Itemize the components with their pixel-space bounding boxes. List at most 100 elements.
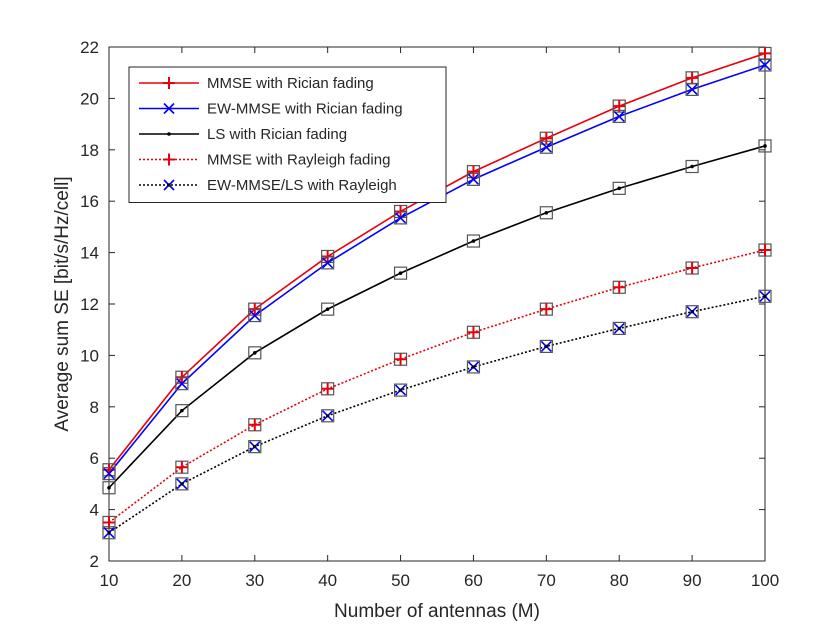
x-tick-label: 70 xyxy=(537,571,556,590)
square-marker xyxy=(539,339,553,354)
legend-marker xyxy=(163,102,175,115)
data-point xyxy=(180,408,184,413)
data-point xyxy=(394,353,407,366)
data-point xyxy=(763,144,767,148)
data-point-dot xyxy=(398,388,403,392)
legend-label: EW-MMSE with Rician fading xyxy=(207,101,403,118)
legend-marker-dot xyxy=(167,183,171,187)
data-point xyxy=(471,239,476,243)
data-point xyxy=(103,468,115,480)
data-point-dot xyxy=(107,531,111,535)
square-marker xyxy=(612,321,626,336)
data-point-dot xyxy=(690,310,694,314)
data-point xyxy=(690,164,694,169)
data-point xyxy=(467,326,480,339)
x-axis-label: Number of antennas (M) xyxy=(334,601,540,622)
data-point xyxy=(252,351,257,355)
legend-label: EW-MMSE/LS with Rayleigh xyxy=(207,177,397,194)
series-markers xyxy=(102,46,772,540)
data-point-dot xyxy=(544,344,548,349)
data-point xyxy=(321,382,334,395)
data-point-dot xyxy=(471,365,476,369)
data-point xyxy=(467,173,480,185)
y-tick-label: 22 xyxy=(80,38,99,57)
axis-ticks: 10 20 30 40 50 60 70 80 90 100 2 4 6 8 10 12 14 16 18 20 22 xyxy=(80,38,779,590)
x-tick-label: 80 xyxy=(610,571,629,590)
square-marker xyxy=(321,302,335,316)
square-marker xyxy=(393,266,408,280)
data-point xyxy=(759,244,771,257)
data-point-dot xyxy=(326,414,330,418)
square-marker xyxy=(758,58,772,72)
data-point xyxy=(617,186,622,191)
legend-label: MMSE with Rayleigh fading xyxy=(207,152,390,169)
y-tick-label: 14 xyxy=(80,244,99,263)
y-tick-label: 10 xyxy=(80,346,99,365)
data-point-dot xyxy=(763,294,767,298)
data-point xyxy=(759,59,771,71)
data-point xyxy=(686,83,698,95)
data-point xyxy=(613,110,625,122)
square-marker xyxy=(466,234,481,248)
square-marker xyxy=(175,404,189,418)
y-tick-label: 18 xyxy=(80,141,99,160)
square-marker xyxy=(102,467,116,481)
legend-label: MMSE with Rician fading xyxy=(207,75,374,92)
y-tick-label: 4 xyxy=(90,501,99,520)
x-tick-label: 100 xyxy=(751,571,779,590)
data-point xyxy=(175,461,188,474)
square-marker xyxy=(758,289,772,303)
square-marker xyxy=(248,440,262,454)
data-point xyxy=(249,309,261,322)
data-point xyxy=(686,71,699,84)
square-marker xyxy=(175,377,189,391)
x-tick-label: 60 xyxy=(464,571,483,590)
x-tick-label: 20 xyxy=(172,571,191,590)
data-point-dot xyxy=(253,445,257,449)
y-axis-label: Average sum SE [bit/s/Hz/cell] xyxy=(52,176,73,431)
square-marker xyxy=(102,481,116,495)
legend-marker xyxy=(163,153,175,166)
legend-marker xyxy=(167,132,171,136)
square-marker xyxy=(321,409,335,423)
x-tick-label: 90 xyxy=(683,571,702,590)
y-tick-label: 6 xyxy=(90,449,99,468)
data-point-dot xyxy=(180,482,184,486)
square-marker xyxy=(685,82,699,97)
square-marker xyxy=(321,256,335,270)
square-marker xyxy=(612,181,626,195)
square-marker xyxy=(248,346,262,360)
square-marker xyxy=(685,305,699,319)
y-tick-label: 12 xyxy=(80,295,99,314)
x-tick-label: 50 xyxy=(391,571,410,590)
data-point xyxy=(544,210,549,215)
legend-label: LS with Rician fading xyxy=(207,126,347,143)
series-line-5 xyxy=(108,295,766,534)
square-marker xyxy=(466,360,481,374)
square-marker xyxy=(175,477,189,491)
data-point xyxy=(325,307,330,311)
x-tick-label: 30 xyxy=(245,571,264,590)
data-point xyxy=(398,271,403,275)
square-marker xyxy=(539,206,553,220)
y-tick-label: 20 xyxy=(80,89,99,108)
data-point-dot xyxy=(617,326,621,331)
y-tick-label: 8 xyxy=(90,398,99,417)
square-marker xyxy=(685,159,699,174)
data-point xyxy=(394,212,407,224)
data-point xyxy=(686,262,699,275)
data-point xyxy=(467,165,480,178)
data-point xyxy=(322,257,334,269)
data-point xyxy=(540,132,553,145)
x-tick-label: 40 xyxy=(318,571,337,590)
square-marker xyxy=(539,140,553,154)
square-marker xyxy=(393,383,408,397)
square-marker xyxy=(466,172,481,186)
y-tick-label: 16 xyxy=(80,192,99,211)
y-tick-label: 2 xyxy=(90,552,99,571)
square-marker xyxy=(102,526,116,540)
data-point xyxy=(613,281,626,294)
x-tick-label: 10 xyxy=(100,571,119,590)
